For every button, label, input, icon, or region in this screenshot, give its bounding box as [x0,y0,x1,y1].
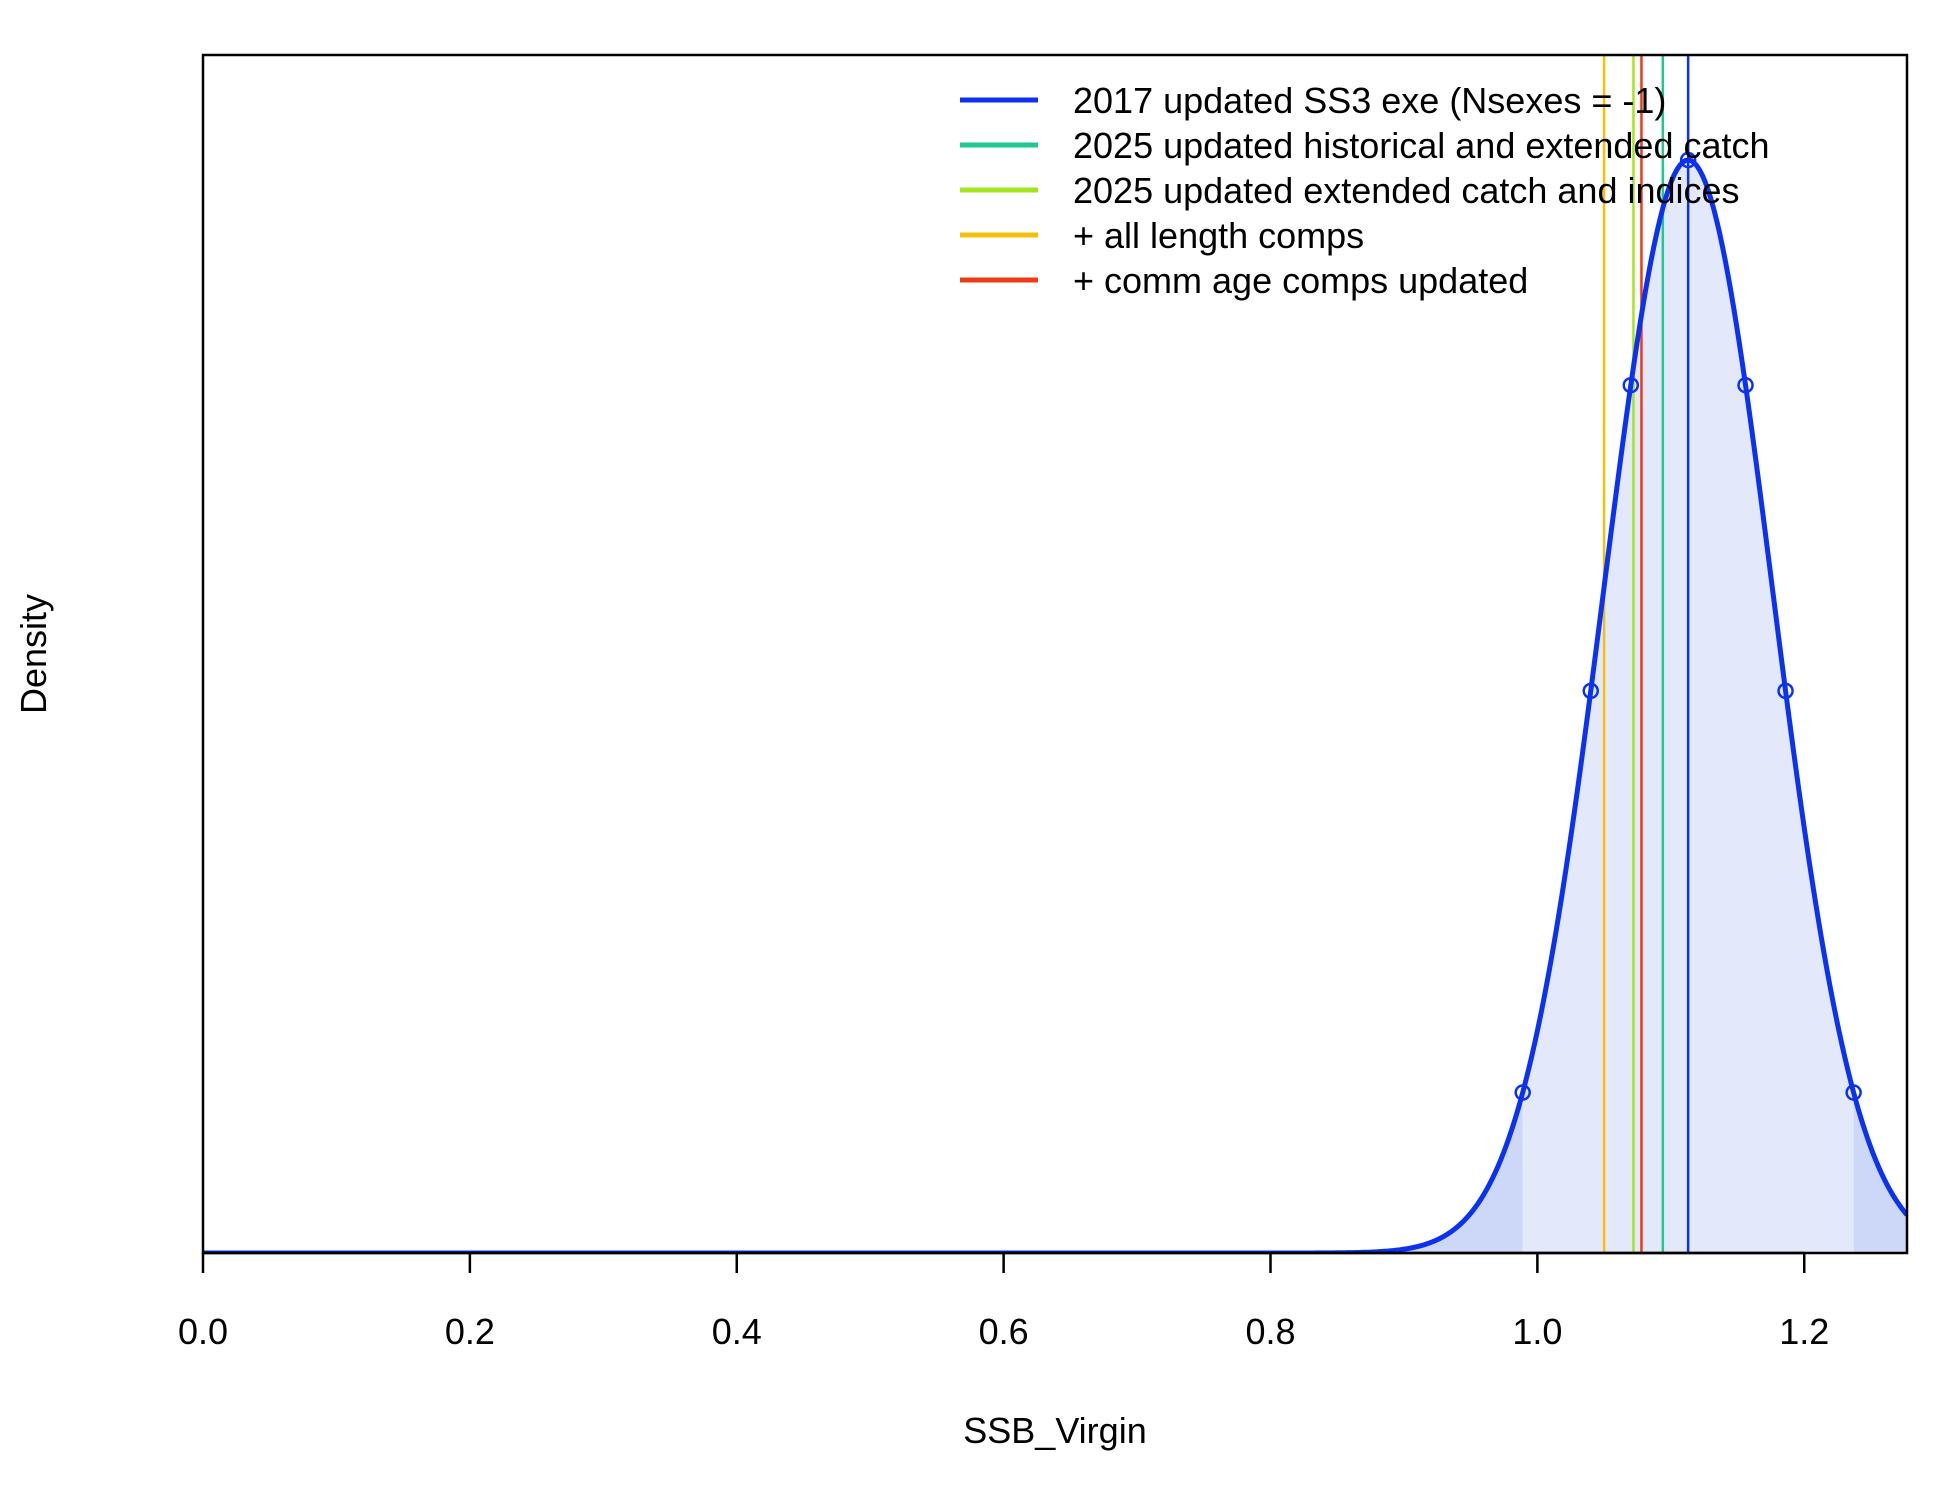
density-marker-6 [1777,682,1794,700]
x-tick-label-6: 1.2 [1779,1311,1829,1352]
legend-label: 2025 updated historical and extended cat… [1073,125,1770,166]
density-marker-1 [1514,1084,1531,1101]
x-tick-label-0: 0.0 [178,1311,228,1352]
x-axis: 0.0 0.2 0.4 0.6 0.8 1.0 1.2 [178,1251,1829,1352]
x-tick-label-3: 0.6 [979,1311,1029,1352]
density-marker-3 [1622,376,1640,394]
legend: 2017 updated SS3 exe (Nsexes = -1)2025 u… [960,80,1770,301]
y-axis-title: Density [13,594,54,714]
legend-item-model-4: + all length comps [960,215,1364,256]
density-curve [203,157,1907,1253]
legend-item-model-5: + comm age comps updated [960,260,1528,301]
plot-content [203,55,1907,1253]
legend-item-model-2: 2025 updated historical and extended cat… [960,125,1770,166]
legend-label: 2025 updated extended catch and indices [1073,170,1740,211]
legend-item-model-1: 2017 updated SS3 exe (Nsexes = -1) [960,80,1666,121]
plot-area [203,55,1907,1253]
x-axis-title: SSB_Virgin [963,1410,1146,1451]
legend-label: 2017 updated SS3 exe (Nsexes = -1) [1073,80,1666,121]
x-tick-label-5: 1.0 [1512,1311,1562,1352]
density-marker-2 [1582,682,1599,700]
legend-label: + all length comps [1073,215,1364,256]
legend-label: + comm age comps updated [1073,260,1528,301]
x-tick-label-2: 0.4 [712,1311,762,1352]
density-marker-4 [1679,151,1697,169]
lower-tail-area [203,1092,1523,1253]
density-marker-7 [1845,1084,1862,1101]
x-tick-label-4: 0.8 [1245,1311,1295,1352]
x-tick-label-1: 0.2 [445,1311,495,1352]
density-marker-5 [1737,376,1754,394]
legend-item-model-3: 2025 updated extended catch and indices [960,170,1740,211]
